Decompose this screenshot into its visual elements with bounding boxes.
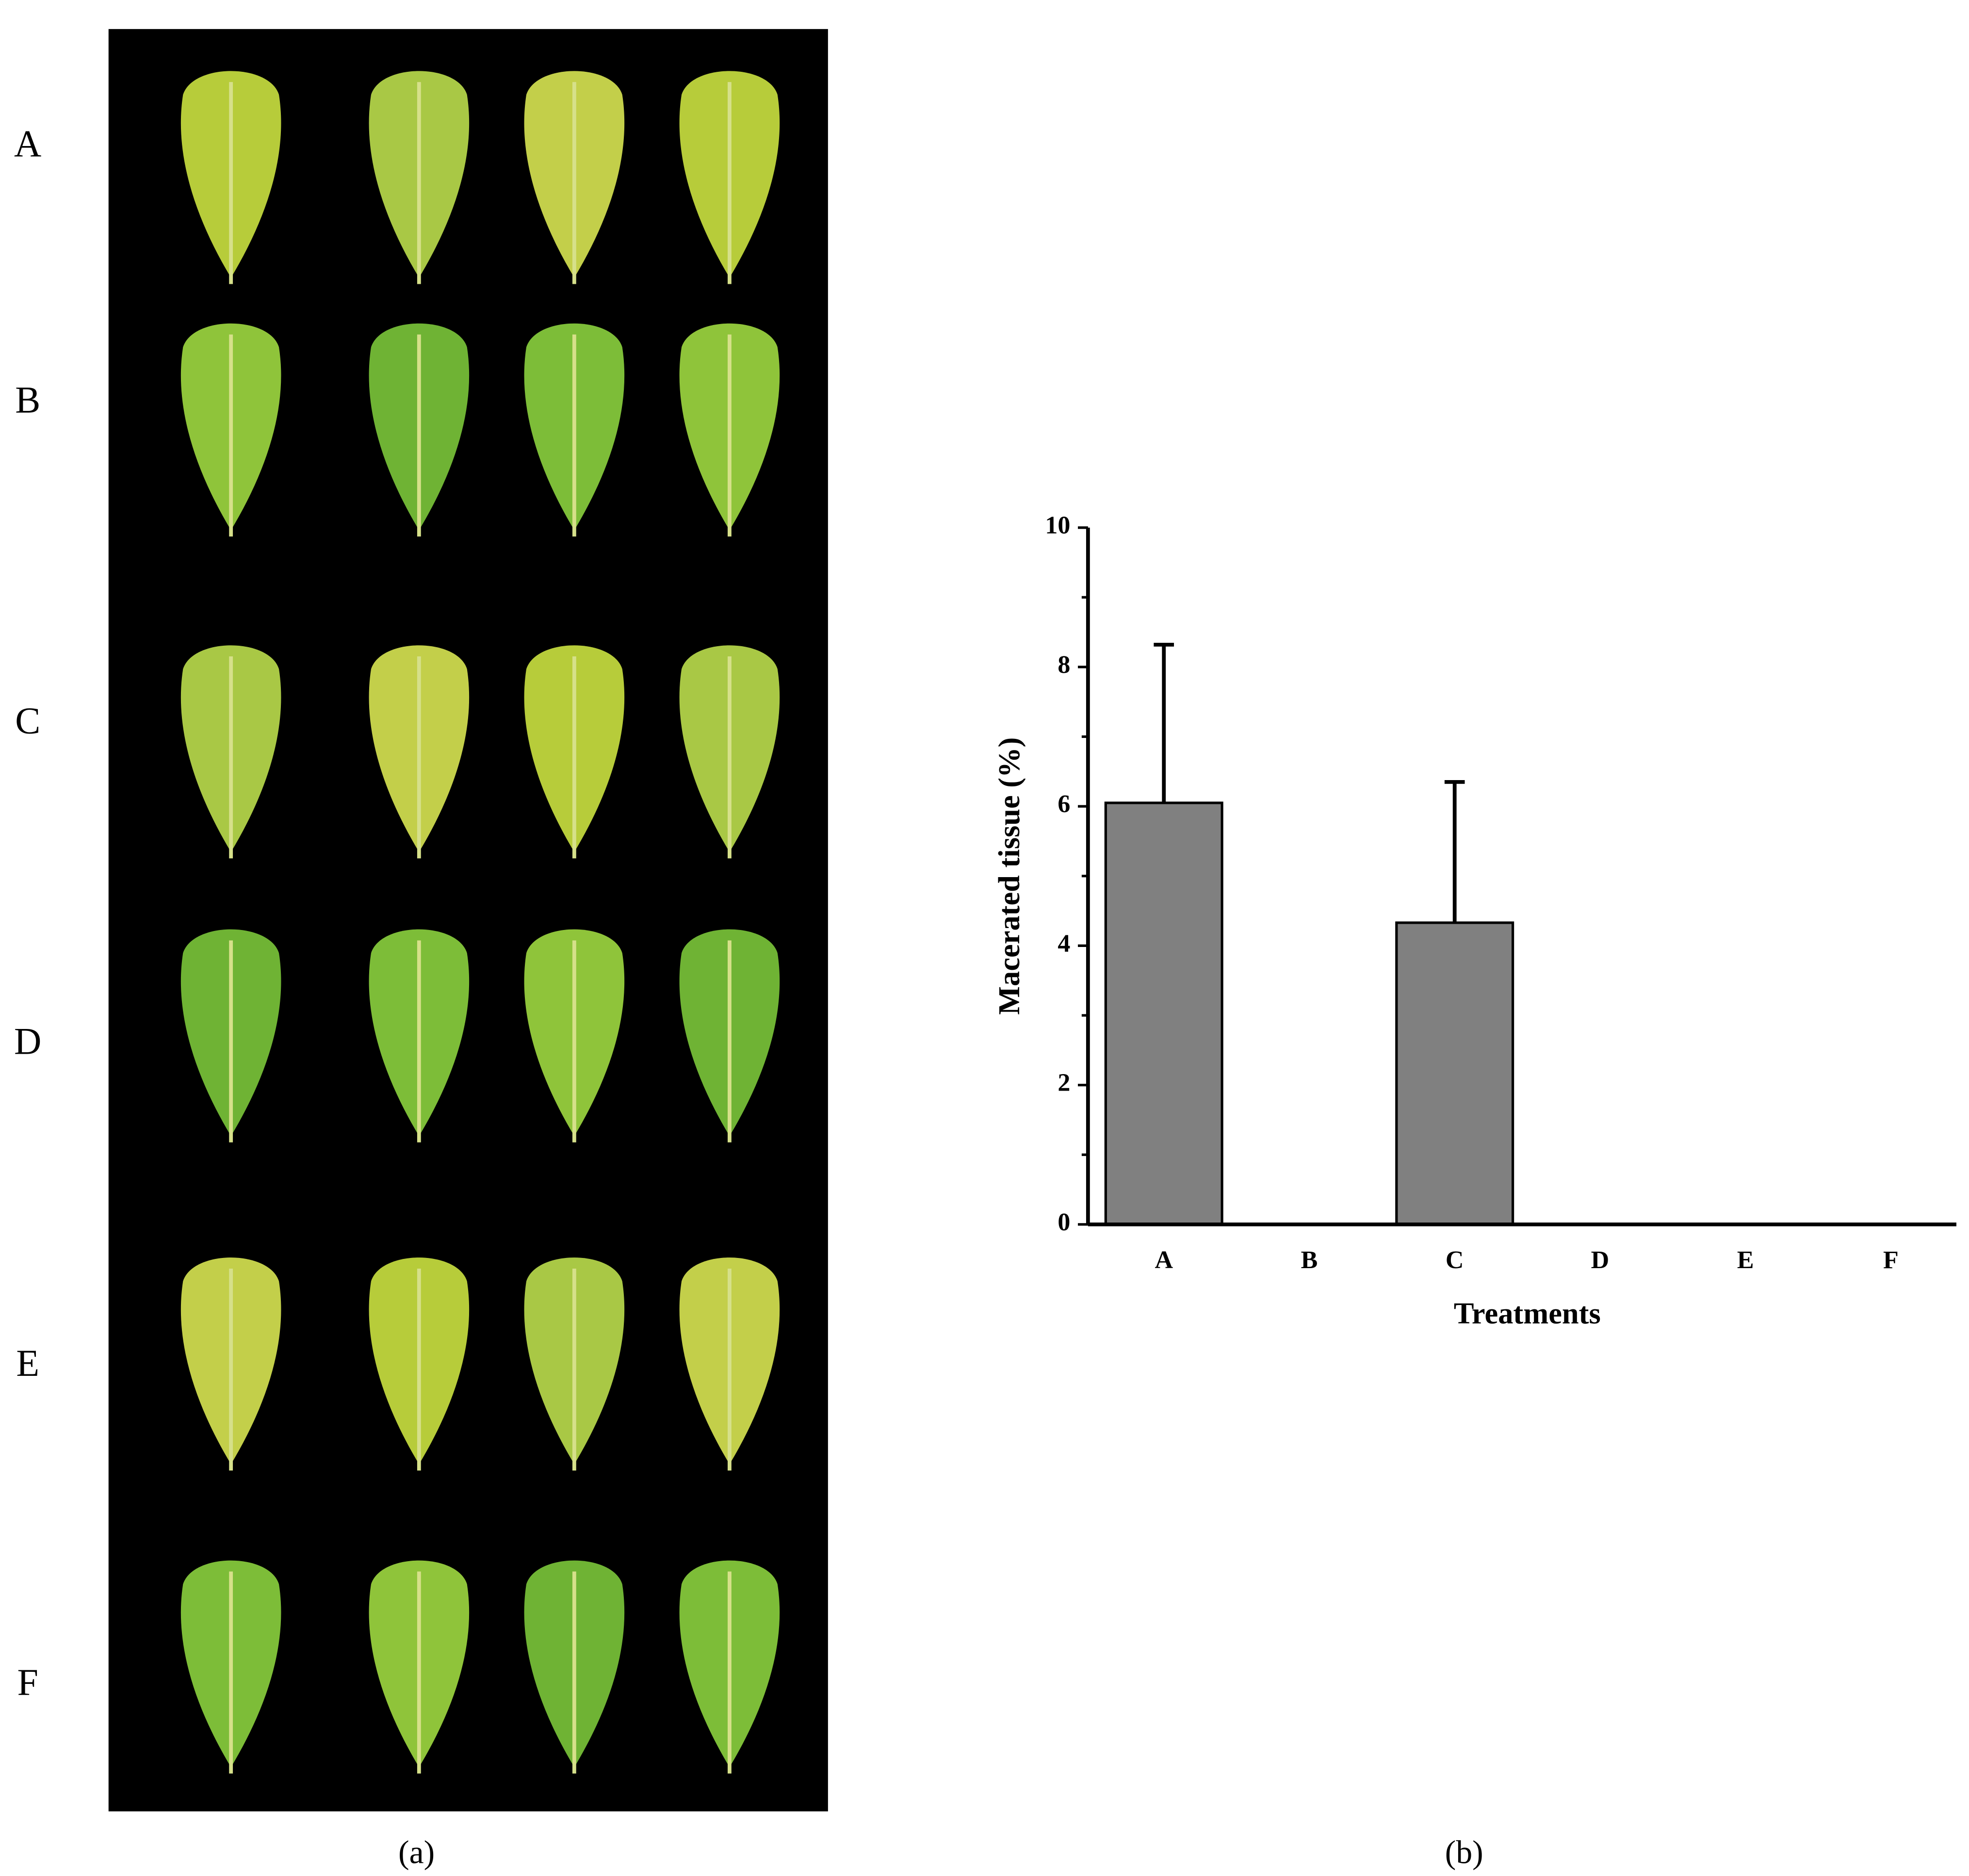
row-label: C [15,699,40,741]
x-tick-label: D [1591,1246,1610,1274]
x-tick-label: E [1737,1246,1754,1274]
panel-caption: (a) [398,1834,435,1870]
y-tick-label: 2 [1058,1069,1070,1097]
y-tick-label: 8 [1058,651,1070,679]
bar [1395,921,1514,1226]
y-tick-label: 4 [1058,930,1070,957]
row-label: B [15,379,40,421]
x-axis-label: Treatments [1454,1296,1601,1330]
leaf-photo [108,29,828,1811]
row-label: E [16,1342,39,1384]
x-tick-label: C [1446,1246,1464,1274]
y-tick-label: 0 [1058,1208,1070,1236]
x-tick-label: B [1301,1246,1318,1274]
row-label: D [14,1020,41,1062]
row-label: F [17,1661,38,1703]
row-label: A [14,122,41,164]
panel-caption: (b) [1445,1834,1483,1870]
x-tick-label: F [1883,1246,1899,1274]
bar [1104,801,1223,1226]
x-tick-label: A [1155,1246,1173,1274]
y-tick-label: 6 [1058,790,1070,818]
y-tick-label: 10 [1045,512,1070,539]
y-axis-label: Macerated tissue (%) [992,737,1026,1015]
leaves [180,71,780,1774]
